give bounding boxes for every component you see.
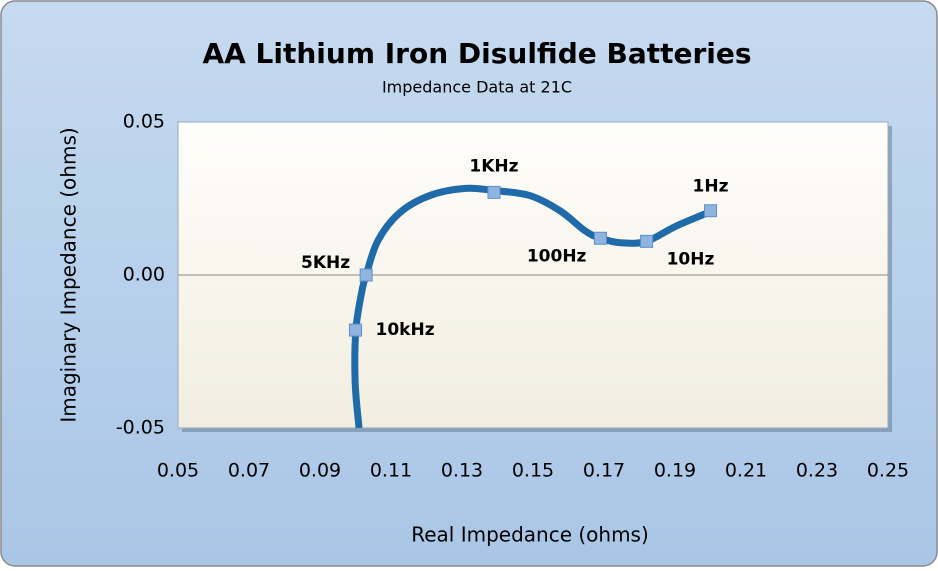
frequency-label: 5KHz [301,253,350,273]
x-tick-label: 0.19 [654,460,696,482]
frequency-label: 10Hz [667,249,715,269]
frequency-marker [640,234,654,248]
x-tick-label: 0.25 [867,460,909,482]
frequency-marker [593,231,607,245]
x-tick-label: 0.13 [441,460,483,482]
frequency-marker [704,204,717,218]
frequency-marker [359,268,373,282]
x-tick-label: 0.11 [370,460,412,482]
x-tick-label: 0.23 [796,460,838,482]
y-axis-label: Imaginary Impedance (ohms) [57,127,81,422]
x-axis-label: Real Impedance (ohms) [411,523,649,547]
impedance-curve [351,184,712,429]
x-tick-label: 0.15 [512,460,554,482]
chart-title: AA Lithium Iron Disulfide Batteries [202,37,751,70]
y-tick-label: 0.00 [123,264,165,286]
x-tick-label: 0.17 [583,460,625,482]
frequency-label: 10kHz [376,320,435,340]
frequency-label: 1KHz [469,156,518,176]
frequency-label: 100Hz [527,246,587,266]
x-tick-label: 0.21 [725,460,767,482]
frequency-marker [349,323,362,337]
x-tick-label: 0.07 [228,460,270,482]
chart-subtitle: Impedance Data at 21C [382,78,572,97]
y-tick-label: 0.05 [123,111,165,133]
y-tick-label: -0.05 [116,417,165,439]
frequency-label: 1Hz [693,177,729,197]
x-tick-label: 0.05 [157,460,199,482]
frequency-marker [487,185,501,199]
x-tick-label: 0.09 [299,460,341,482]
